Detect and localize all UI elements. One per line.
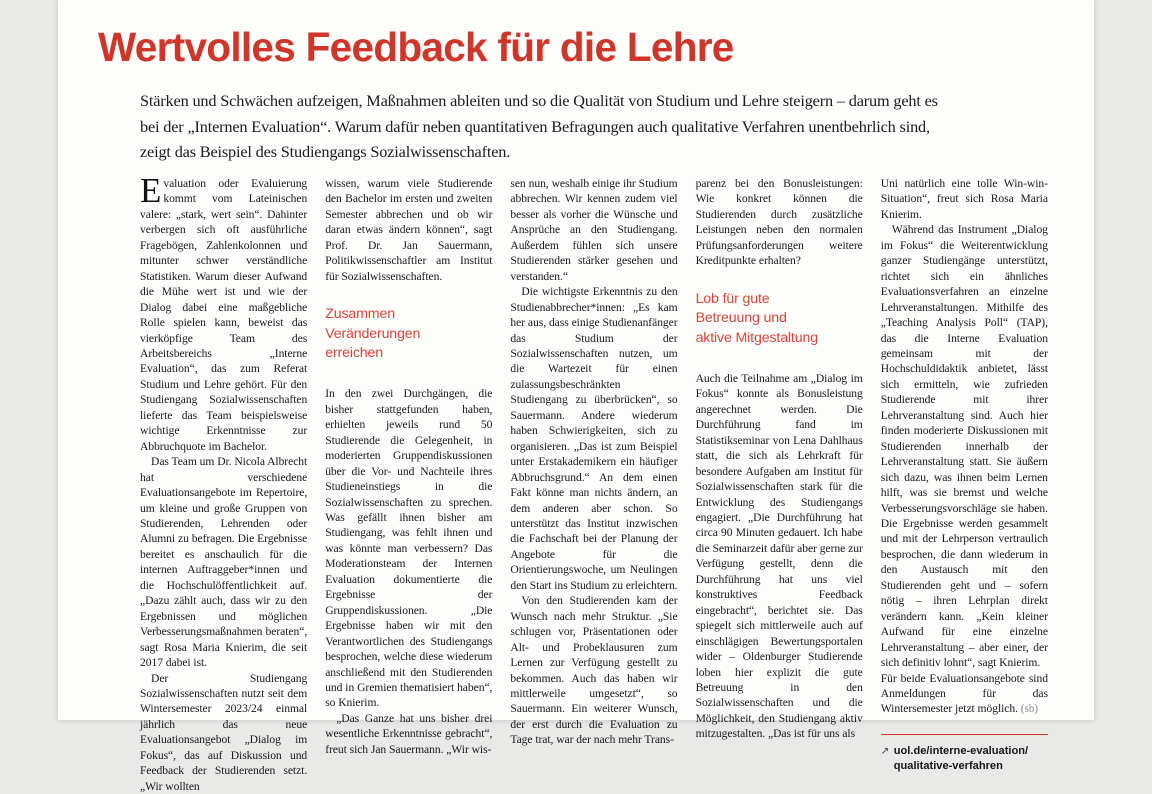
paragraph: Von den Studierenden kam der Wunsch nach…: [510, 593, 677, 748]
paragraph: Das Team um Dr. Nicola Albrecht hat vers…: [140, 454, 307, 670]
paragraph: Der Studiengang Sozialwissenschaften nut…: [140, 671, 307, 794]
closing-paragraph: Für beide Evaluationsangebote sind Anmel…: [881, 671, 1048, 718]
crosshead-line: Betreuung und: [696, 309, 863, 328]
crosshead-line: erreichen: [325, 344, 492, 363]
paragraph: Evaluation oder Evaluierung kommt vom La…: [140, 176, 307, 454]
paragraph: sen nun, weshalb einige ihr Studium abbr…: [510, 176, 677, 284]
page-title: Wertvolles Feedback für die Lehre: [98, 24, 998, 70]
article-column-4: parenz bei den Bonusleistungen: Wie konk…: [696, 176, 881, 698]
crosshead-line: Veränderungen: [325, 325, 492, 344]
article-column-grid: Evaluation oder Evaluierung kommt vom La…: [140, 176, 1066, 698]
paragraph: Uni natürlich eine tolle Win-win-Situati…: [881, 176, 1048, 222]
article-column-5: Uni natürlich eine tolle Win-win-Situati…: [881, 176, 1048, 698]
paragraph: „Das Ganze hat uns bisher drei wesentlic…: [325, 711, 492, 757]
article-column-3: sen nun, weshalb einige ihr Studium abbr…: [510, 176, 695, 698]
paragraph: Während das Instrument „Dialog im Fokus“…: [881, 222, 1048, 670]
paragraph: In den zwei Durchgängen, die bisher stat…: [325, 386, 492, 711]
crosshead-lob-fuer-gute-betreuung: Lob für gute Betreuung und aktive Mitges…: [696, 290, 863, 348]
crosshead-line: Zusammen: [325, 305, 492, 324]
further-info-link[interactable]: ↗ uol.de/interne-evaluation/ qualitative…: [881, 734, 1048, 775]
article-standfirst: Stärken und Schwächen aufzeigen, Maßnahm…: [140, 88, 960, 165]
article-column-2: wissen, warum viele Studierende den Bach…: [325, 176, 510, 698]
article-content-area: Wertvolles Feedback für die Lehre Stärke…: [98, 0, 1066, 720]
article-column-1: Evaluation oder Evaluierung kommt vom La…: [140, 176, 325, 698]
author-initials: (sb): [1021, 703, 1038, 715]
paragraph: Auch die Teilnahme am „Dialog im Fokus“ …: [696, 371, 863, 742]
paragraph: wissen, warum viele Studierende den Bach…: [325, 176, 492, 284]
paragraph: parenz bei den Bonusleistungen: Wie konk…: [696, 176, 863, 269]
crosshead-line: aktive Mitgestaltung: [696, 329, 863, 348]
link-url-line-1[interactable]: uol.de/interne-evaluation/: [881, 744, 1048, 760]
link-url-line-2[interactable]: qualitative-verfahren: [881, 759, 1048, 775]
crosshead-zusammen-veraenderungen: Zusammen Veränderungen erreichen: [325, 305, 492, 363]
crosshead-line: Lob für gute: [696, 290, 863, 309]
arrow-up-right-icon: ↗: [881, 744, 889, 760]
paragraph: Die wichtigste Erkenntnis zu den Studien…: [510, 284, 677, 593]
article-page-sheet: Wertvolles Feedback für die Lehre Stärke…: [58, 0, 1094, 720]
